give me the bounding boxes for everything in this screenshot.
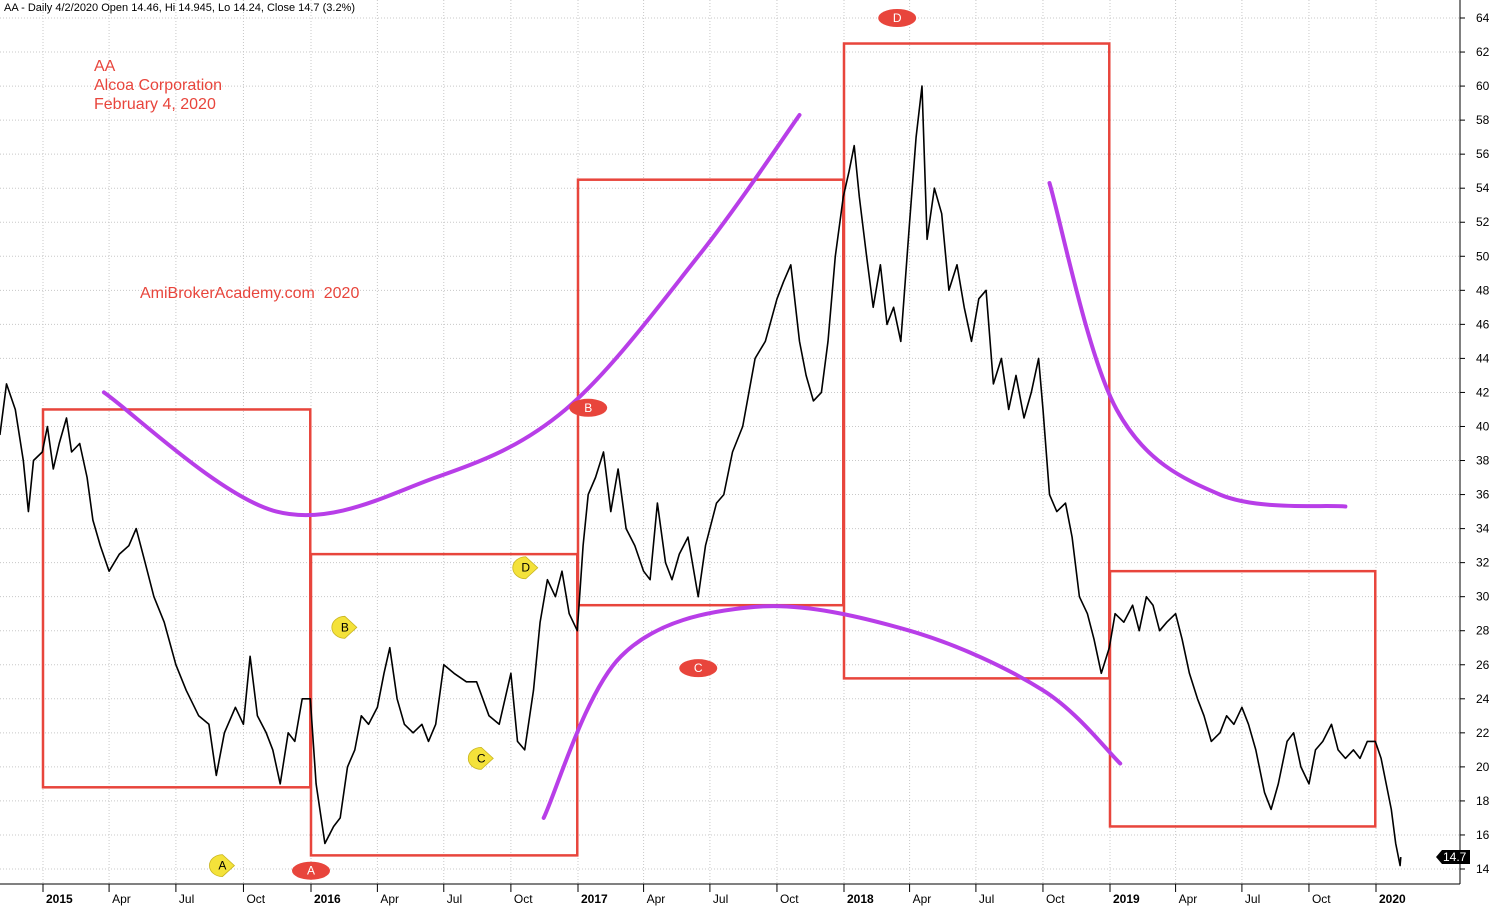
marker-yellow-c: C (467, 746, 494, 770)
marker-shape (878, 9, 917, 27)
marker-red-b: B (569, 398, 608, 417)
marker-label: C (694, 661, 703, 675)
x-tick-label: Jul (179, 892, 194, 906)
x-tick-label: 2016 (314, 892, 341, 906)
marker-label: A (307, 864, 315, 878)
x-tick-label: Jul (979, 892, 994, 906)
y-tick-label: 24 (1476, 692, 1490, 706)
y-tick-label: 26 (1476, 658, 1490, 672)
ticker-label: AA (94, 58, 116, 75)
y-tick-label: 60 (1476, 79, 1490, 93)
y-tick-label: 32 (1476, 556, 1490, 570)
y-tick-label: 64 (1476, 11, 1490, 25)
marker-label: B (341, 620, 349, 634)
x-tick-label: Oct (514, 892, 533, 906)
y-axis: 14 16 18 20 22 24 26 28 30 32 34 36 38 40 42 44 46 48 50 52… (1459, 0, 1490, 884)
y-tick-label: 38 (1476, 454, 1490, 468)
y-tick-label: 40 (1476, 419, 1490, 433)
range-box (842, 42, 1111, 680)
y-tick-label: 20 (1476, 760, 1490, 774)
y-tick-label: 58 (1476, 113, 1490, 127)
marker-label: D (893, 11, 902, 25)
marker-yellow-b: B (331, 615, 358, 639)
marker-shape (467, 746, 494, 770)
y-tick-label: 42 (1476, 385, 1490, 399)
marker-shape (512, 556, 539, 580)
grid-lines (0, 0, 1460, 884)
y-tick-label: 44 (1476, 351, 1490, 365)
y-tick-label: 50 (1476, 249, 1490, 263)
y-tick-label: 46 (1476, 317, 1490, 331)
x-tick-label: 2018 (847, 892, 874, 906)
x-tick-label: 2019 (1113, 892, 1140, 906)
x-tick-label: Apr (112, 892, 131, 906)
x-tick-label: Oct (1046, 892, 1065, 906)
trend-curve (541, 604, 1123, 820)
x-tick-label: Apr (380, 892, 399, 906)
x-tick-label: Apr (647, 892, 666, 906)
x-axis: 2015 Apr Jul Oct 2016 Apr Jul Oct 2017 Apr Jul Oct 2… (0, 883, 1460, 906)
x-tick-label: Jul (713, 892, 728, 906)
last-price-badge: 14.7 (1436, 850, 1470, 864)
y-tick-label: 28 (1476, 624, 1490, 638)
trend-curve (1047, 181, 1348, 509)
price-series (0, 85, 1402, 867)
marker-shape (292, 861, 330, 880)
last-price-value: 14.7 (1443, 850, 1467, 864)
x-tick-label: Jul (447, 892, 462, 906)
x-tick-label: Oct (780, 892, 799, 906)
y-tick-label: 22 (1476, 726, 1490, 740)
trend-curve (101, 113, 802, 518)
price-line (0, 85, 1402, 867)
watermark: AmiBrokerAcademy.com 2020 (140, 285, 359, 302)
marker-yellow-a: A (209, 854, 236, 877)
y-tick-label: 48 (1476, 283, 1490, 297)
y-tick-label: 62 (1476, 45, 1490, 59)
x-tick-label: Oct (246, 892, 265, 906)
quote-header: AA - Daily 4/2/2020 Open 14.46, Hi 14.94… (4, 2, 355, 14)
x-tick-label: Apr (1179, 892, 1198, 906)
y-tick-label: 14 (1476, 862, 1490, 876)
pattern-markers: A B C D A B C D (209, 9, 917, 880)
y-tick-label: 54 (1476, 181, 1490, 195)
y-tick-label: 16 (1476, 828, 1490, 842)
x-tick-label: 2015 (46, 892, 73, 906)
x-tick-label: Oct (1312, 892, 1331, 906)
marker-yellow-d: D (512, 556, 539, 580)
marker-label: B (584, 401, 592, 415)
x-tick-label: 2017 (581, 892, 608, 906)
marker-red-c: C (679, 659, 718, 678)
range-box (1108, 569, 1377, 828)
y-tick-label: 36 (1476, 488, 1490, 502)
marker-shape (331, 615, 358, 639)
marker-red-d: D (878, 9, 917, 27)
y-tick-label: 52 (1476, 215, 1490, 229)
marker-red-a: A (292, 861, 330, 880)
y-tick-label: 34 (1476, 522, 1490, 536)
marker-label: A (218, 859, 226, 873)
range-boxes (41, 42, 1377, 857)
marker-label: D (521, 561, 530, 575)
marker-label: C (477, 751, 486, 765)
company-label: Alcoa Corporation (94, 77, 222, 94)
x-tick-label: Apr (913, 892, 932, 906)
y-tick-label: 30 (1476, 590, 1490, 604)
y-tick-label: 56 (1476, 147, 1490, 161)
date-label: February 4, 2020 (94, 96, 216, 113)
marker-shape (679, 659, 718, 678)
x-tick-label: 2020 (1379, 892, 1406, 906)
y-tick-label: 18 (1476, 794, 1490, 808)
trend-curves (101, 113, 1348, 820)
marker-shape (569, 398, 608, 417)
x-tick-label: Jul (1245, 892, 1260, 906)
marker-shape (209, 854, 236, 877)
